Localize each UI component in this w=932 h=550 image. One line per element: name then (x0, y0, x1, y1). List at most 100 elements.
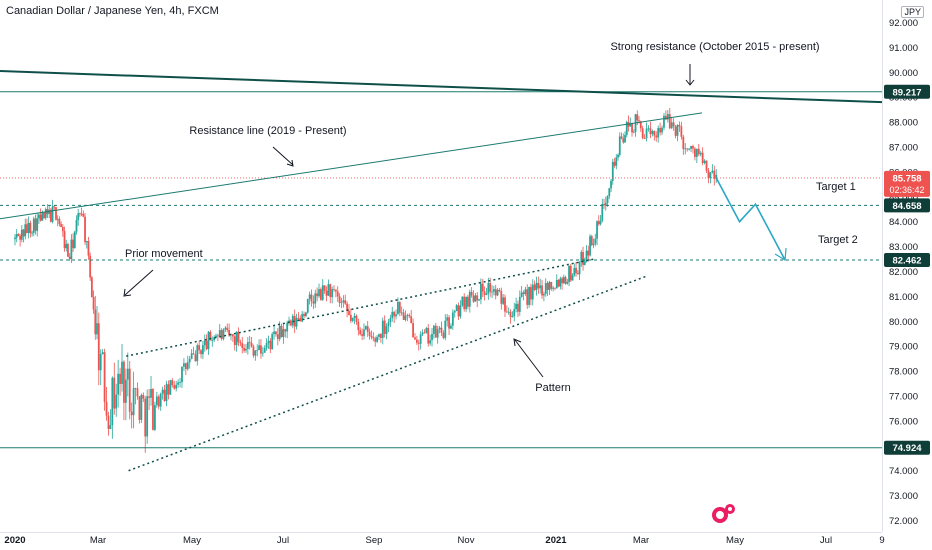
strong-resistance-label: Strong resistance (October 2015 - presen… (610, 41, 819, 53)
y-tick-label: 78.000 (889, 367, 918, 378)
candle-body (353, 315, 356, 318)
candle-body (504, 297, 506, 312)
candle-body (419, 334, 422, 344)
candle-body (319, 289, 322, 300)
candle-body (395, 314, 397, 317)
candle-body (265, 343, 268, 349)
candle-body (589, 236, 591, 256)
candle-body (387, 322, 390, 327)
candle-body (153, 405, 156, 430)
candle-body (585, 250, 588, 262)
candle-body (327, 284, 330, 296)
candle-body (564, 277, 567, 284)
candle-body (485, 293, 488, 295)
candle-body (73, 231, 76, 249)
y-tick-label: 81.000 (889, 292, 918, 303)
candle-body (715, 174, 718, 179)
current-price-tag-bg (884, 170, 930, 197)
candle-body (670, 122, 673, 129)
candle-body (651, 130, 654, 135)
candle-body (305, 312, 307, 317)
candle-body (209, 331, 212, 341)
candle-body (378, 334, 380, 337)
candle-body (496, 289, 499, 296)
candle-body (198, 345, 201, 351)
candle-body (72, 239, 74, 249)
prior-movement-label: Prior movement (125, 248, 203, 260)
candle-body (136, 388, 139, 397)
candle-body (643, 138, 646, 139)
y-tick-label: 91.000 (889, 43, 918, 54)
candle-body (68, 256, 71, 259)
candle-body (34, 218, 37, 231)
candle-body (467, 296, 469, 307)
candle-body (511, 316, 514, 318)
candles-layer (14, 108, 718, 453)
candle-body (203, 340, 206, 346)
candle-body (524, 289, 527, 295)
candle-body (36, 218, 39, 231)
candle-body (87, 241, 90, 256)
candle-body (31, 232, 33, 234)
price-tag-target-1-bg (884, 198, 930, 213)
candle-body (364, 326, 367, 330)
price-tag-resistance-bg (884, 84, 930, 99)
candle-body (196, 345, 199, 362)
candle-body (442, 332, 445, 338)
candle-body (32, 218, 35, 233)
candle-body (19, 235, 22, 240)
candle-body (181, 366, 183, 383)
candle-body (480, 283, 482, 300)
candle-body (366, 326, 369, 332)
candle-body (94, 309, 97, 335)
candle-body (310, 294, 313, 302)
candle-body (314, 293, 317, 304)
candle-body (492, 289, 495, 292)
candle-body (293, 315, 296, 327)
candle-body (701, 152, 704, 163)
candle-body (528, 287, 530, 305)
price-tag-target-2: 82.462 (892, 255, 921, 266)
candle-body (134, 388, 137, 389)
candle-body (318, 289, 320, 297)
tradingview-logo-icon[interactable] (710, 503, 736, 525)
candle-body (152, 388, 154, 430)
candle-body (17, 234, 20, 236)
candle-body (450, 325, 452, 329)
price-tag-support: 74.924 (892, 443, 922, 454)
candle-body (190, 353, 193, 359)
currency-label[interactable]: JPY (901, 6, 924, 18)
candle-body (146, 396, 149, 437)
candle-body (568, 265, 570, 283)
y-tick-label: 79.000 (889, 342, 918, 353)
candle-body (325, 290, 328, 296)
candle-body (617, 154, 619, 158)
candle-body (632, 131, 635, 133)
candle-body (58, 218, 61, 225)
candle-body (699, 152, 702, 155)
candle-body (625, 121, 628, 136)
candle-body (383, 320, 386, 334)
candle-body (51, 206, 54, 222)
candle-body (415, 339, 418, 343)
candle-body (406, 315, 409, 316)
y-tick-label: 80.000 (889, 317, 918, 328)
candle-body (49, 209, 52, 222)
candle-body (631, 123, 633, 133)
candle-body (80, 213, 83, 215)
candle-body (517, 303, 519, 312)
candle-body (526, 289, 529, 305)
x-tick-label: Mar (633, 535, 649, 546)
y-tick-label: 72.000 (889, 516, 918, 527)
candle-body (657, 127, 660, 138)
candle-body (433, 325, 435, 334)
x-tick-label: Jul (820, 535, 832, 546)
candle-body (79, 213, 81, 215)
candle-body (580, 252, 583, 262)
candle-body (573, 267, 576, 276)
candle-body (121, 361, 123, 384)
candle-body (583, 261, 586, 265)
candle-body (286, 322, 289, 332)
candle-body (179, 382, 181, 383)
